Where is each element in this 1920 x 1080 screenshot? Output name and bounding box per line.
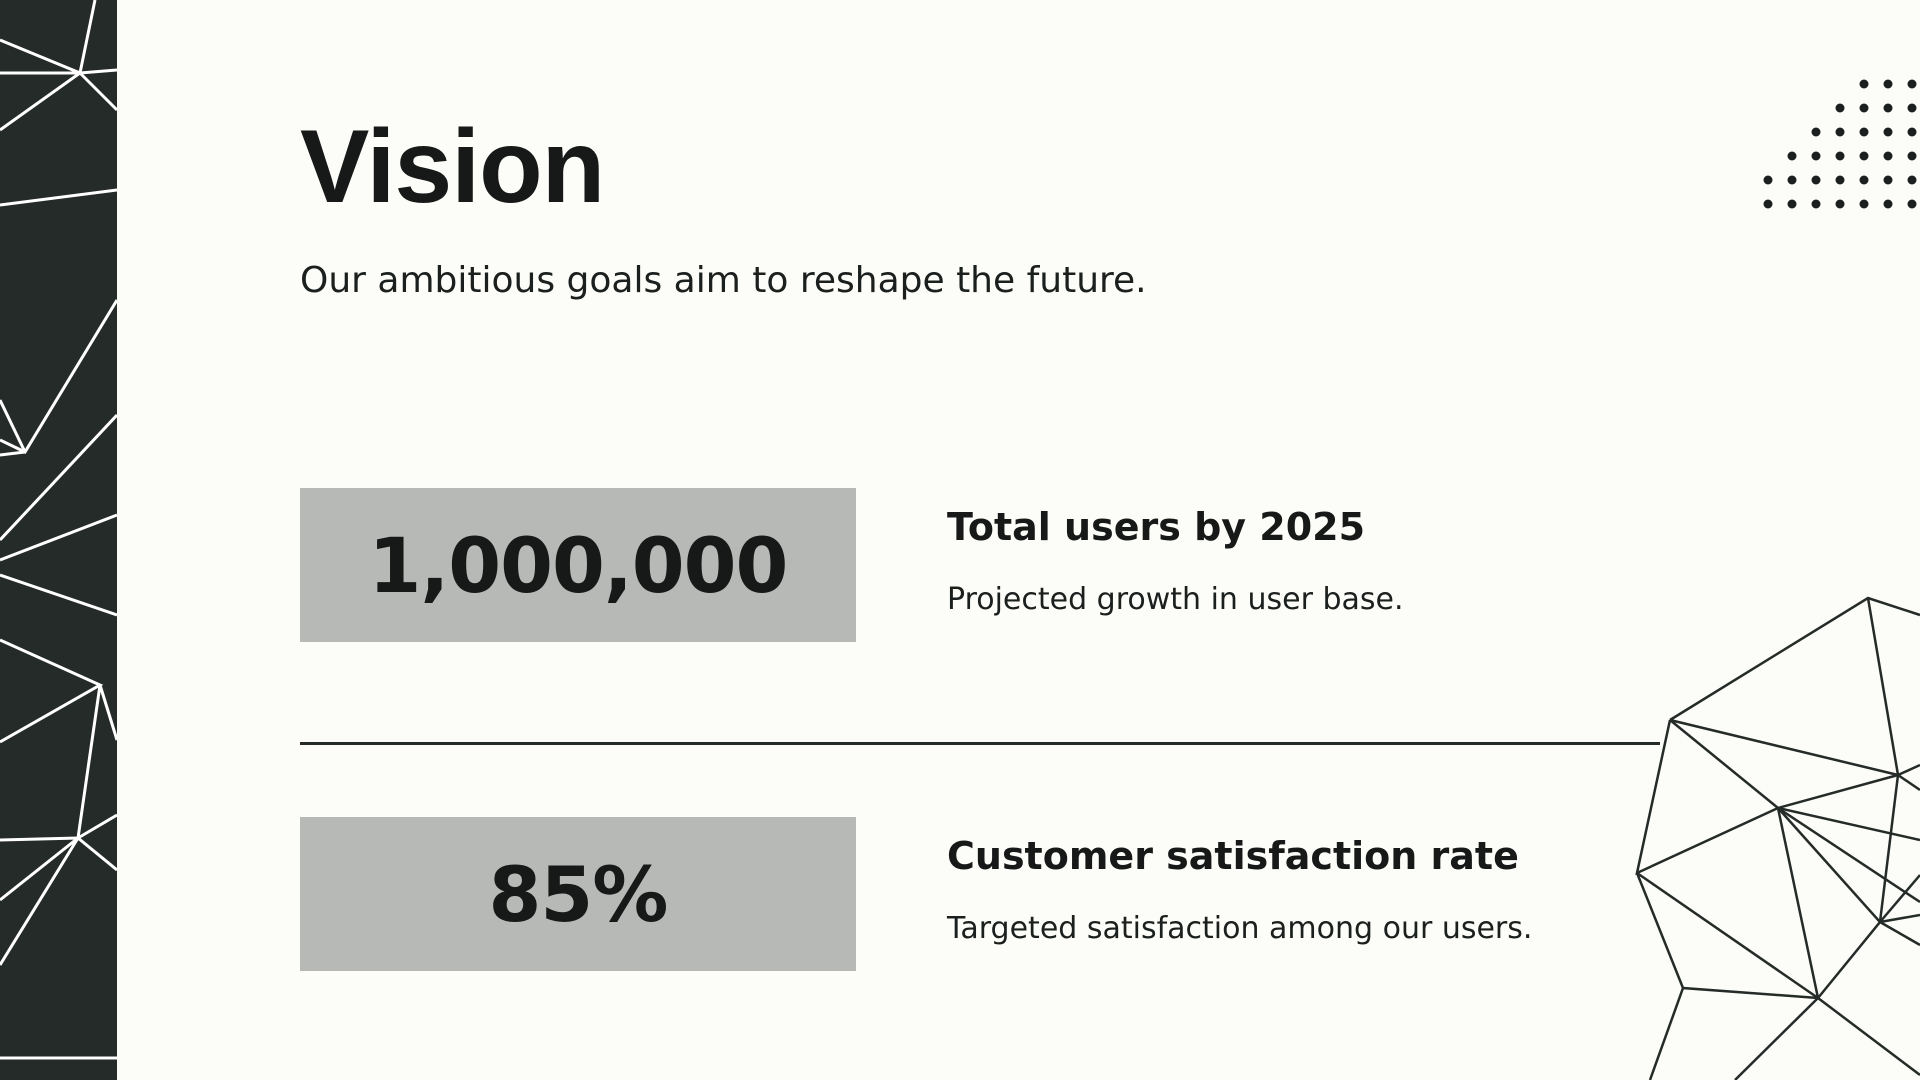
slide-title: Vision [300, 109, 605, 225]
divider-line [300, 742, 1660, 745]
stat-value-box: 85% [300, 817, 856, 971]
geometric-line-pattern-icon [0, 0, 117, 1060]
stat-label: Total users by 2025 [947, 505, 1366, 549]
stat-value: 85% [488, 849, 669, 939]
dot-grid-icon [1763, 79, 1917, 209]
stat-description: Targeted satisfaction among our users. [947, 911, 1533, 946]
stat-value: 1,000,000 [368, 520, 789, 610]
left-geometric-band [0, 0, 117, 1080]
stat-value-box: 1,000,000 [300, 488, 856, 642]
stat-description: Projected growth in user base. [947, 582, 1404, 617]
polygon-line-art-icon [1635, 596, 1920, 1080]
stat-label: Customer satisfaction rate [947, 834, 1519, 878]
slide-subtitle: Our ambitious goals aim to reshape the f… [300, 260, 1147, 301]
